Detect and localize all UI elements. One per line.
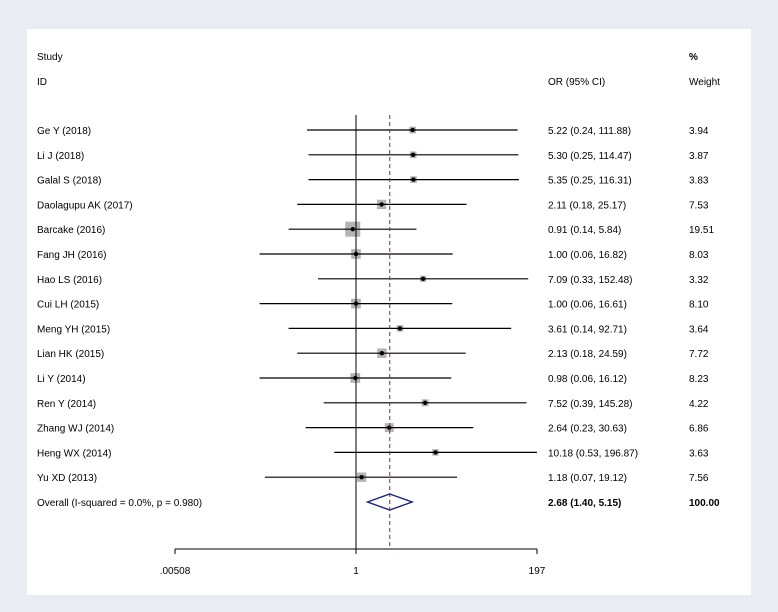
study-label: Ren Y (2014)	[37, 399, 96, 410]
study-label: Ge Y (2018)	[37, 126, 91, 137]
ci-text: 1.00 (0.06, 16.61)	[548, 300, 627, 311]
study-rows: Ge Y (2018) 5.22 (0.24, 111.88) 3.94 Li J (…	[37, 126, 714, 484]
weight-text: 3.32	[689, 275, 709, 286]
study-row: Yu XD (2013) 1.18 (0.07, 19.12) 7.56	[37, 472, 709, 484]
weight-text: 3.87	[689, 151, 709, 162]
point-estimate	[353, 375, 358, 381]
study-row: Barcake (2016) 0.91 (0.14, 5.84) 19.51	[37, 221, 714, 237]
axis-strip	[27, 549, 751, 595]
study-label: Cui LH (2015)	[37, 300, 99, 311]
study-label: Yu XD (2013)	[37, 473, 97, 484]
ci-text: 2.64 (0.23, 30.63)	[548, 424, 627, 435]
point-estimate	[387, 425, 392, 430]
overall-label: Overall (I-squared = 0.0%, p = 0.980)	[37, 498, 202, 509]
study-row: Zhang WJ (2014) 2.64 (0.23, 30.63) 6.86	[37, 423, 709, 435]
ci-text: 0.91 (0.14, 5.84)	[548, 225, 621, 236]
header-study: Study	[37, 52, 63, 63]
weight-text: 7.56	[689, 473, 709, 484]
study-row: Cui LH (2015) 1.00 (0.06, 16.61) 8.10	[37, 298, 709, 311]
study-row: Li J (2018) 5.30 (0.25, 114.47) 3.87	[37, 151, 709, 162]
weight-text: 4.22	[689, 399, 709, 410]
point-estimate	[410, 152, 416, 157]
study-label: Barcake (2016)	[37, 225, 105, 236]
study-label: Fang JH (2016)	[37, 250, 106, 261]
study-label: Hao LS (2016)	[37, 275, 102, 286]
study-label: Daolagupu AK (2017)	[37, 200, 133, 211]
study-row: Ge Y (2018) 5.22 (0.24, 111.88) 3.94	[37, 126, 709, 137]
ci-text: 7.52 (0.39, 145.28)	[548, 399, 633, 410]
study-row: Meng YH (2015) 3.61 (0.14, 92.71) 3.64	[37, 324, 709, 335]
header-weight: Weight	[689, 77, 720, 88]
weight-text: 3.63	[689, 448, 709, 459]
x-tick-label: .00508	[160, 566, 191, 577]
header-or: OR (95% CI)	[548, 77, 605, 88]
x-tick-label: 1	[353, 566, 359, 577]
ci-text: 3.61 (0.14, 92.71)	[548, 324, 627, 335]
ci-text: 1.00 (0.06, 16.82)	[548, 250, 627, 261]
study-label: Li Y (2014)	[37, 374, 86, 385]
study-row: Daolagupu AK (2017) 2.11 (0.18, 25.17) 7.5…	[37, 199, 709, 211]
study-label: Li J (2018)	[37, 151, 84, 162]
point-estimate	[433, 450, 438, 455]
plot-panel	[27, 29, 751, 549]
weight-text: 3.64	[689, 324, 709, 335]
study-label: Heng WX (2014)	[37, 448, 111, 459]
ci-text: 2.11 (0.18, 25.17)	[548, 200, 626, 211]
overall-weight-text: 100.00	[689, 498, 720, 509]
study-label: Lian HK (2015)	[37, 349, 104, 360]
weight-text: 19.51	[689, 225, 714, 236]
ci-text: 2.13 (0.18, 24.59)	[548, 349, 627, 360]
ci-text: 1.18 (0.07, 19.12)	[548, 473, 627, 484]
header-id: ID	[37, 77, 47, 88]
weight-text: 8.03	[689, 250, 709, 261]
study-label: Galal S (2018)	[37, 176, 101, 187]
x-tick-label: 197	[529, 566, 546, 577]
study-row: Hao LS (2016) 7.09 (0.33, 152.48) 3.32	[37, 275, 709, 286]
weight-text: 6.86	[689, 424, 709, 435]
ci-text: 5.35 (0.25, 116.31)	[548, 176, 632, 187]
weight-text: 8.10	[689, 300, 709, 311]
point-estimate	[350, 227, 355, 232]
study-label: Meng YH (2015)	[37, 324, 110, 335]
x-axis: .00508 1 197	[160, 115, 546, 577]
point-estimate	[420, 276, 426, 281]
column-headers: Study ID OR (95% CI) % Weight	[37, 52, 720, 88]
point-estimate	[379, 202, 384, 207]
point-estimate	[411, 177, 416, 182]
study-row: Ren Y (2014) 7.52 (0.39, 145.28) 4.22	[37, 399, 709, 410]
study-row: Galal S (2018) 5.35 (0.25, 116.31) 3.83	[37, 176, 709, 187]
weight-text: 8.23	[689, 374, 709, 385]
point-estimate	[379, 351, 385, 356]
weight-text: 7.72	[689, 349, 709, 360]
study-row: Li Y (2014) 0.98 (0.06, 16.12) 8.23	[37, 373, 709, 385]
weight-text: 3.94	[689, 126, 709, 137]
weight-text: 7.53	[689, 200, 709, 211]
overall-ci-text: 2.68 (1.40, 5.15)	[548, 498, 621, 509]
ci-text: 7.09 (0.33, 152.48)	[548, 275, 633, 286]
ci-text: 0.98 (0.06, 16.12)	[548, 374, 627, 385]
study-label: Zhang WJ (2014)	[37, 424, 114, 435]
header-percent: %	[689, 52, 698, 63]
point-estimate	[359, 475, 364, 480]
study-row: Lian HK (2015) 2.13 (0.18, 24.59) 7.72	[37, 348, 709, 360]
study-row: Heng WX (2014) 10.18 (0.53, 196.87) 3.63	[37, 448, 709, 459]
ci-text: 5.22 (0.24, 111.88)	[548, 126, 631, 137]
point-estimate	[422, 400, 428, 405]
study-row: Fang JH (2016) 1.00 (0.06, 16.82) 8.03	[37, 249, 709, 261]
overall-row: Overall (I-squared = 0.0%, p = 0.980) 2.6…	[37, 493, 720, 511]
ci-text: 10.18 (0.53, 196.87)	[548, 448, 638, 459]
point-estimate	[410, 127, 415, 133]
weight-text: 3.83	[689, 176, 709, 187]
ci-text: 5.30 (0.25, 114.47)	[548, 151, 632, 162]
point-estimate	[397, 326, 403, 331]
